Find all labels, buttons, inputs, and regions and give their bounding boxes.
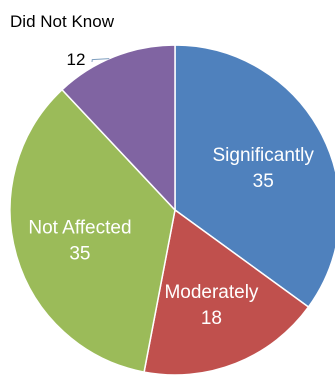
slice-value-significantly: 35 bbox=[253, 171, 274, 192]
pie-labels: Significantly 35 Moderately 18 Not Affected 3… bbox=[10, 12, 314, 329]
slice-value-moderately: 18 bbox=[201, 308, 222, 329]
slice-label-significantly: Significantly bbox=[213, 145, 315, 166]
leader-line-did-not-know bbox=[91, 58, 110, 63]
slice-value-not-affected: 35 bbox=[69, 244, 90, 265]
pie-slice-moderately bbox=[143, 208, 310, 375]
slice-label-not-affected: Not Affected bbox=[28, 218, 131, 239]
pie-slices bbox=[9, 44, 335, 375]
slice-value-did-not-know: 12 bbox=[67, 50, 86, 69]
slice-label-moderately: Moderately bbox=[164, 282, 258, 303]
pie-slice-not-affected bbox=[9, 88, 176, 373]
pie-slice-did-not-know bbox=[60, 44, 176, 212]
slice-label-did-not-know: Did Not Know bbox=[10, 12, 115, 31]
pie-slice-significantly bbox=[174, 44, 335, 309]
